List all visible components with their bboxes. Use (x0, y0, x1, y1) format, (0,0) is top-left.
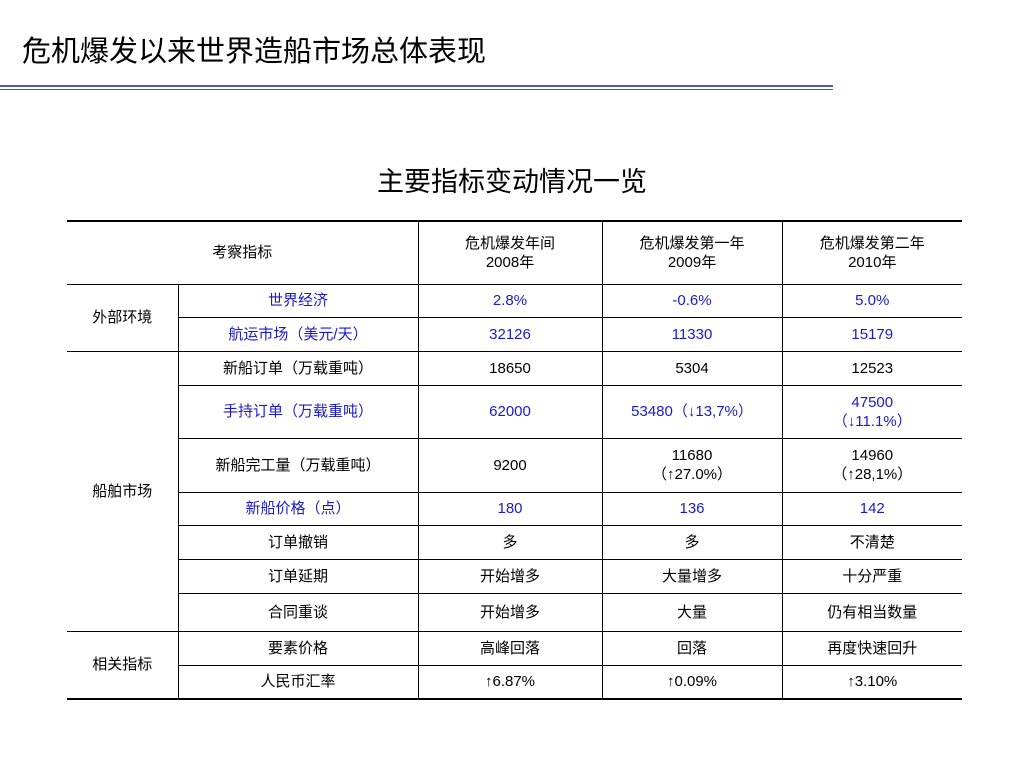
table-cell: 新船价格（点） (178, 491, 419, 526)
indicator-table: 考察指标 危机爆发年间 2008年 危机爆发第一年 2009年 危机爆发第二年 201… (67, 220, 963, 700)
title-rule (0, 85, 833, 87)
table-cell: -0.6% (601, 283, 783, 318)
table-cell: 15179 (781, 316, 963, 352)
header-cell: 危机爆发第一年 2009年 (601, 220, 783, 285)
table-cell: 再度快速回升 (781, 630, 963, 666)
group-cell: 相关指标 (67, 630, 179, 700)
table-cell: 180 (417, 491, 603, 526)
table-row: 手持订单（万载重吨） 62000 53480（↓13,7%） 47500 （↓11.1… (67, 384, 963, 439)
table-cell: 大量 (601, 592, 783, 632)
table-cell: 订单延期 (178, 558, 419, 594)
table-cell: 9200 (417, 437, 603, 493)
title-rule (0, 89, 833, 90)
table-cell: ↑6.87% (417, 664, 603, 700)
table-row: 订单撤销多多不清楚 (67, 524, 963, 560)
header-cell: 危机爆发第二年 2010年 (781, 220, 963, 285)
table-row: 航运市场（美元/天） 32126 11330 15179 (67, 316, 963, 352)
table-cell: 多 (417, 524, 603, 560)
table-cell: 多 (601, 524, 783, 560)
table-row: 新船完工量（万载重吨） 9200 11680 （↑27.0%） 14960 （↑28,… (67, 437, 963, 493)
table-cell: ↑3.10% (781, 664, 963, 700)
header-cell: 危机爆发年间 2008年 (417, 220, 603, 285)
table-cell: 14960 （↑28,1%） (781, 437, 963, 493)
table-cell: 航运市场（美元/天） (178, 316, 419, 352)
table-cell: 手持订单（万载重吨） (178, 384, 419, 439)
table-cell: 回落 (601, 630, 783, 666)
table-row: 人民币汇率 ↑6.87% ↑0.09% ↑3.10% (67, 664, 963, 700)
table-cell: 要素价格 (177, 630, 419, 666)
table-cell: 5.0% (781, 283, 963, 318)
table-cell: 合同重谈 (178, 592, 419, 632)
table-cell: 136 (601, 491, 783, 526)
table-cell: 订单撤销 (178, 524, 419, 560)
table-cell: 新船订单（万载重吨） (177, 350, 419, 386)
table-cell: ↑0.09% (601, 664, 783, 700)
table-cell: 47500 （↓11.1%） (781, 384, 963, 439)
table-row: 订单延期 开始增多 大量增多 十分严重 (67, 558, 963, 594)
table-cell: 人民币汇率 (178, 664, 419, 700)
slide-title: 危机爆发以来世界造船市场总体表现 (22, 36, 487, 68)
table-cell: 53480（↓13,7%） (601, 384, 783, 439)
header-cell: 考察指标 (67, 220, 419, 285)
group-cell: 船舶市场 (67, 350, 179, 632)
table-row: 合同重谈 开始增多 大量 仍有相当数量 (67, 592, 963, 632)
table-cell: 仍有相当数量 (781, 592, 963, 632)
table-cell: 11680 （↑27.0%） (601, 437, 783, 493)
header-row: 考察指标 危机爆发年间 2008年 危机爆发第一年 2009年 危机爆发第二年 201… (67, 220, 963, 285)
table-cell: 大量增多 (601, 558, 783, 594)
table-cell: 开始增多 (417, 592, 603, 632)
table-cell: 不清楚 (781, 524, 963, 560)
table-cell: 5304 (601, 350, 783, 386)
table-cell: 新船完工量（万载重吨） (178, 437, 419, 493)
table-row: 相关指标 要素价格 高峰回落 回落 再度快速回升 (67, 630, 963, 700)
table-cell: 62000 (417, 384, 603, 439)
table-cell: 12523 (781, 350, 963, 386)
table-row: 外部环境 世界经济 2.8% -0.6% 5.0% (67, 283, 963, 352)
table-cell: 十分严重 (781, 558, 963, 594)
table-cell: 11330 (601, 316, 783, 352)
table-cell: 世界经济 (177, 283, 419, 318)
table-title: 主要指标变动情况一览 (377, 167, 647, 197)
table-cell: 142 (781, 491, 963, 526)
table-row: 船舶市场 新船订单（万载重吨） 18650 5304 12523 (67, 350, 963, 632)
group-cell: 外部环境 (67, 283, 179, 352)
table-cell: 18650 (417, 350, 603, 386)
table-cell: 开始增多 (417, 558, 603, 594)
table-cell: 32126 (417, 316, 603, 352)
table-cell: 高峰回落 (417, 630, 603, 666)
table-cell: 2.8% (417, 283, 603, 318)
table-row: 新船价格（点） 180 136 142 (67, 491, 963, 526)
